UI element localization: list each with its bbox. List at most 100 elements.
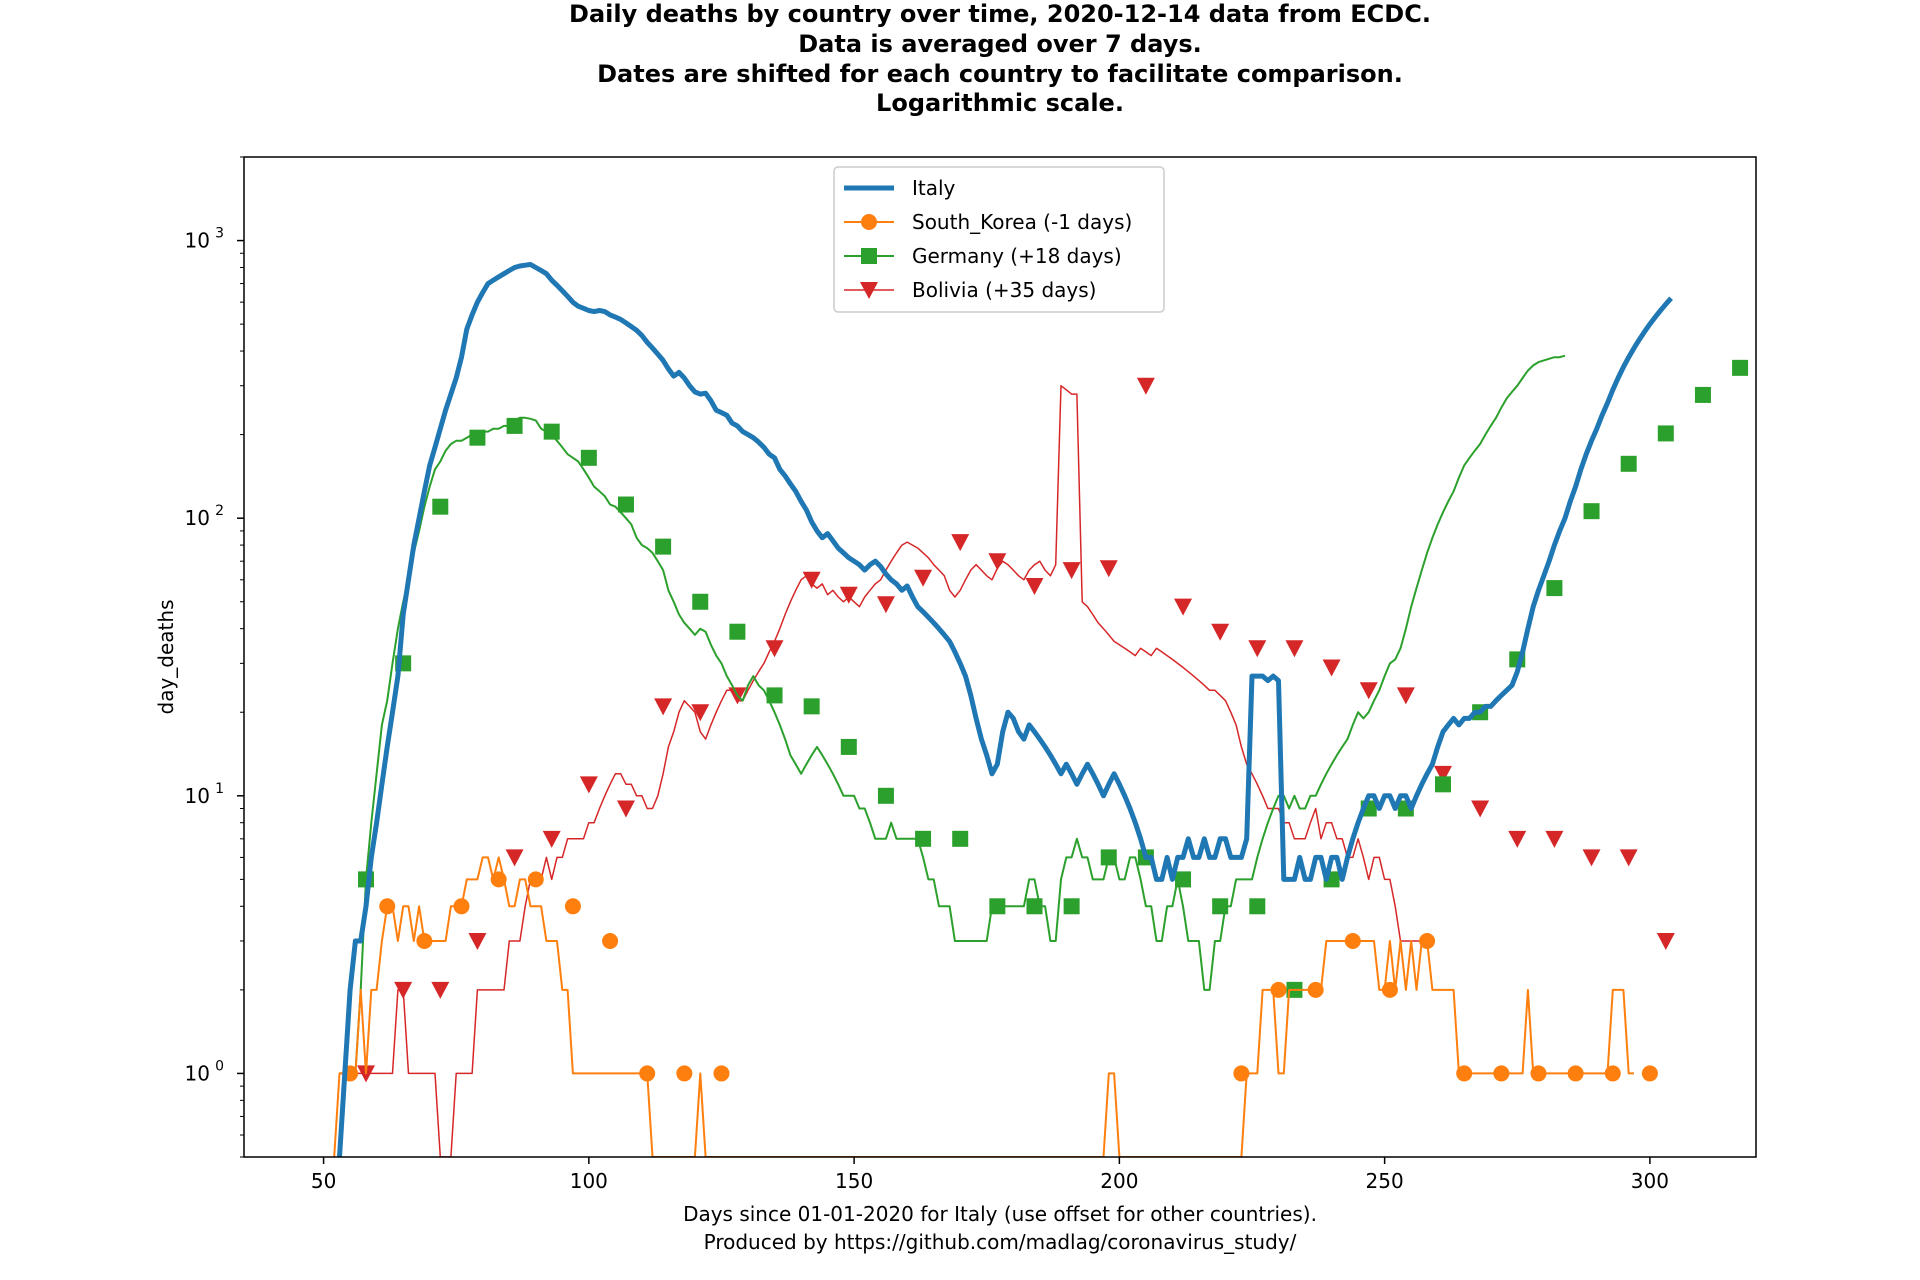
y-tick-exponent: 2 bbox=[215, 503, 224, 519]
data-point bbox=[490, 871, 507, 888]
data-point bbox=[639, 1065, 656, 1082]
data-point bbox=[1344, 932, 1361, 949]
data-point bbox=[1211, 623, 1230, 641]
chart-title: Daily deaths by country over time, 2020-… bbox=[569, 0, 1431, 117]
y-tick-exponent: 1 bbox=[215, 781, 224, 797]
data-point bbox=[1471, 800, 1490, 818]
data-point bbox=[468, 932, 487, 950]
series-line bbox=[339, 354, 1566, 1075]
legend-label: Germany (+18 days) bbox=[912, 244, 1122, 268]
data-point bbox=[1434, 776, 1451, 793]
plot-frame bbox=[243, 156, 1757, 1158]
data-point bbox=[861, 248, 877, 264]
data-point bbox=[394, 981, 413, 999]
data-point bbox=[616, 800, 635, 818]
y-tick-label: 10 bbox=[185, 1061, 210, 1085]
data-point bbox=[1456, 1065, 1473, 1082]
chart-title-line-1: Daily deaths by country over time, 2020-… bbox=[569, 0, 1431, 28]
data-point bbox=[527, 871, 544, 888]
data-point bbox=[431, 981, 450, 999]
data-point bbox=[1732, 359, 1749, 376]
data-point bbox=[877, 787, 894, 804]
x-tick-label: 50 bbox=[311, 1169, 336, 1193]
data-point bbox=[1433, 765, 1452, 783]
data-point bbox=[1620, 455, 1637, 472]
data-point bbox=[951, 534, 970, 552]
y-axis: 10 0 10 1 10 2 10 3 bbox=[185, 156, 244, 1158]
y-tick-exponent: 3 bbox=[215, 226, 224, 242]
data-point bbox=[1657, 425, 1674, 442]
data-point bbox=[1249, 898, 1266, 915]
data-point bbox=[655, 538, 672, 555]
data-point bbox=[1583, 503, 1600, 520]
data-point bbox=[1604, 1065, 1621, 1082]
data-point bbox=[1212, 898, 1229, 915]
data-point bbox=[1508, 830, 1527, 848]
data-point bbox=[580, 449, 597, 466]
legend-label: Italy bbox=[912, 176, 956, 200]
data-point bbox=[861, 214, 877, 230]
data-point bbox=[1136, 377, 1155, 395]
data-point bbox=[432, 498, 449, 515]
chart-title-line-2: Data is averaged over 7 days. bbox=[798, 30, 1202, 58]
data-point bbox=[505, 849, 524, 867]
x-tick-label: 200 bbox=[1100, 1169, 1138, 1193]
data-point bbox=[988, 553, 1007, 571]
data-point bbox=[542, 830, 561, 848]
data-point bbox=[469, 429, 486, 446]
legend-item: South_Korea (-1 days) bbox=[844, 210, 1132, 234]
data-point bbox=[506, 417, 523, 434]
x-tick-label: 100 bbox=[570, 1169, 608, 1193]
data-point bbox=[564, 898, 581, 915]
data-point bbox=[692, 593, 709, 610]
series-1 bbox=[333, 856, 1658, 1157]
legend-item: Germany (+18 days) bbox=[844, 244, 1122, 268]
data-point bbox=[1063, 898, 1080, 915]
series-line bbox=[333, 856, 1634, 1157]
data-point bbox=[1567, 1065, 1584, 1082]
data-point bbox=[1694, 386, 1711, 403]
data-point bbox=[1546, 580, 1563, 597]
data-point bbox=[1619, 849, 1638, 867]
data-point bbox=[379, 898, 396, 915]
data-point bbox=[1641, 1065, 1658, 1082]
data-point bbox=[729, 623, 746, 640]
data-point bbox=[914, 569, 933, 587]
y-tick-label: 10 bbox=[185, 784, 210, 808]
data-point bbox=[416, 932, 433, 949]
data-point bbox=[765, 640, 784, 658]
data-point bbox=[1307, 981, 1324, 998]
series-line bbox=[339, 384, 1422, 1157]
data-point bbox=[617, 496, 634, 513]
data-point bbox=[1233, 1065, 1250, 1082]
y-tick-label: 10 bbox=[185, 506, 210, 530]
legend-item: Bolivia (+35 days) bbox=[844, 278, 1096, 302]
legend-frame bbox=[833, 166, 1165, 313]
data-point bbox=[1322, 659, 1341, 677]
data-point bbox=[1174, 598, 1193, 616]
data-point bbox=[1545, 830, 1564, 848]
data-point bbox=[1026, 898, 1043, 915]
data-point bbox=[915, 830, 932, 847]
legend: Italy South_Korea (-1 days) Germany (+18 d… bbox=[833, 166, 1165, 313]
y-tick-exponent: 0 bbox=[215, 1058, 224, 1074]
data-point bbox=[802, 571, 821, 589]
data-point bbox=[860, 282, 878, 299]
series-line bbox=[337, 262, 1673, 1157]
data-point bbox=[1381, 981, 1398, 998]
legend-item: Italy bbox=[844, 176, 956, 200]
data-point bbox=[1175, 871, 1192, 888]
data-point bbox=[1359, 682, 1378, 700]
chart-title-line-4: Logarithmic scale. bbox=[876, 89, 1124, 117]
data-point bbox=[876, 596, 895, 614]
data-point bbox=[952, 830, 969, 847]
legend-label: Bolivia (+35 days) bbox=[912, 278, 1096, 302]
data-point bbox=[1493, 1065, 1510, 1082]
data-point bbox=[1285, 640, 1304, 658]
x-tick-label: 300 bbox=[1631, 1169, 1669, 1193]
data-point bbox=[840, 738, 857, 755]
data-point bbox=[676, 1065, 693, 1082]
y-axis-label: day_deaths bbox=[154, 600, 178, 715]
data-point bbox=[1100, 849, 1117, 866]
